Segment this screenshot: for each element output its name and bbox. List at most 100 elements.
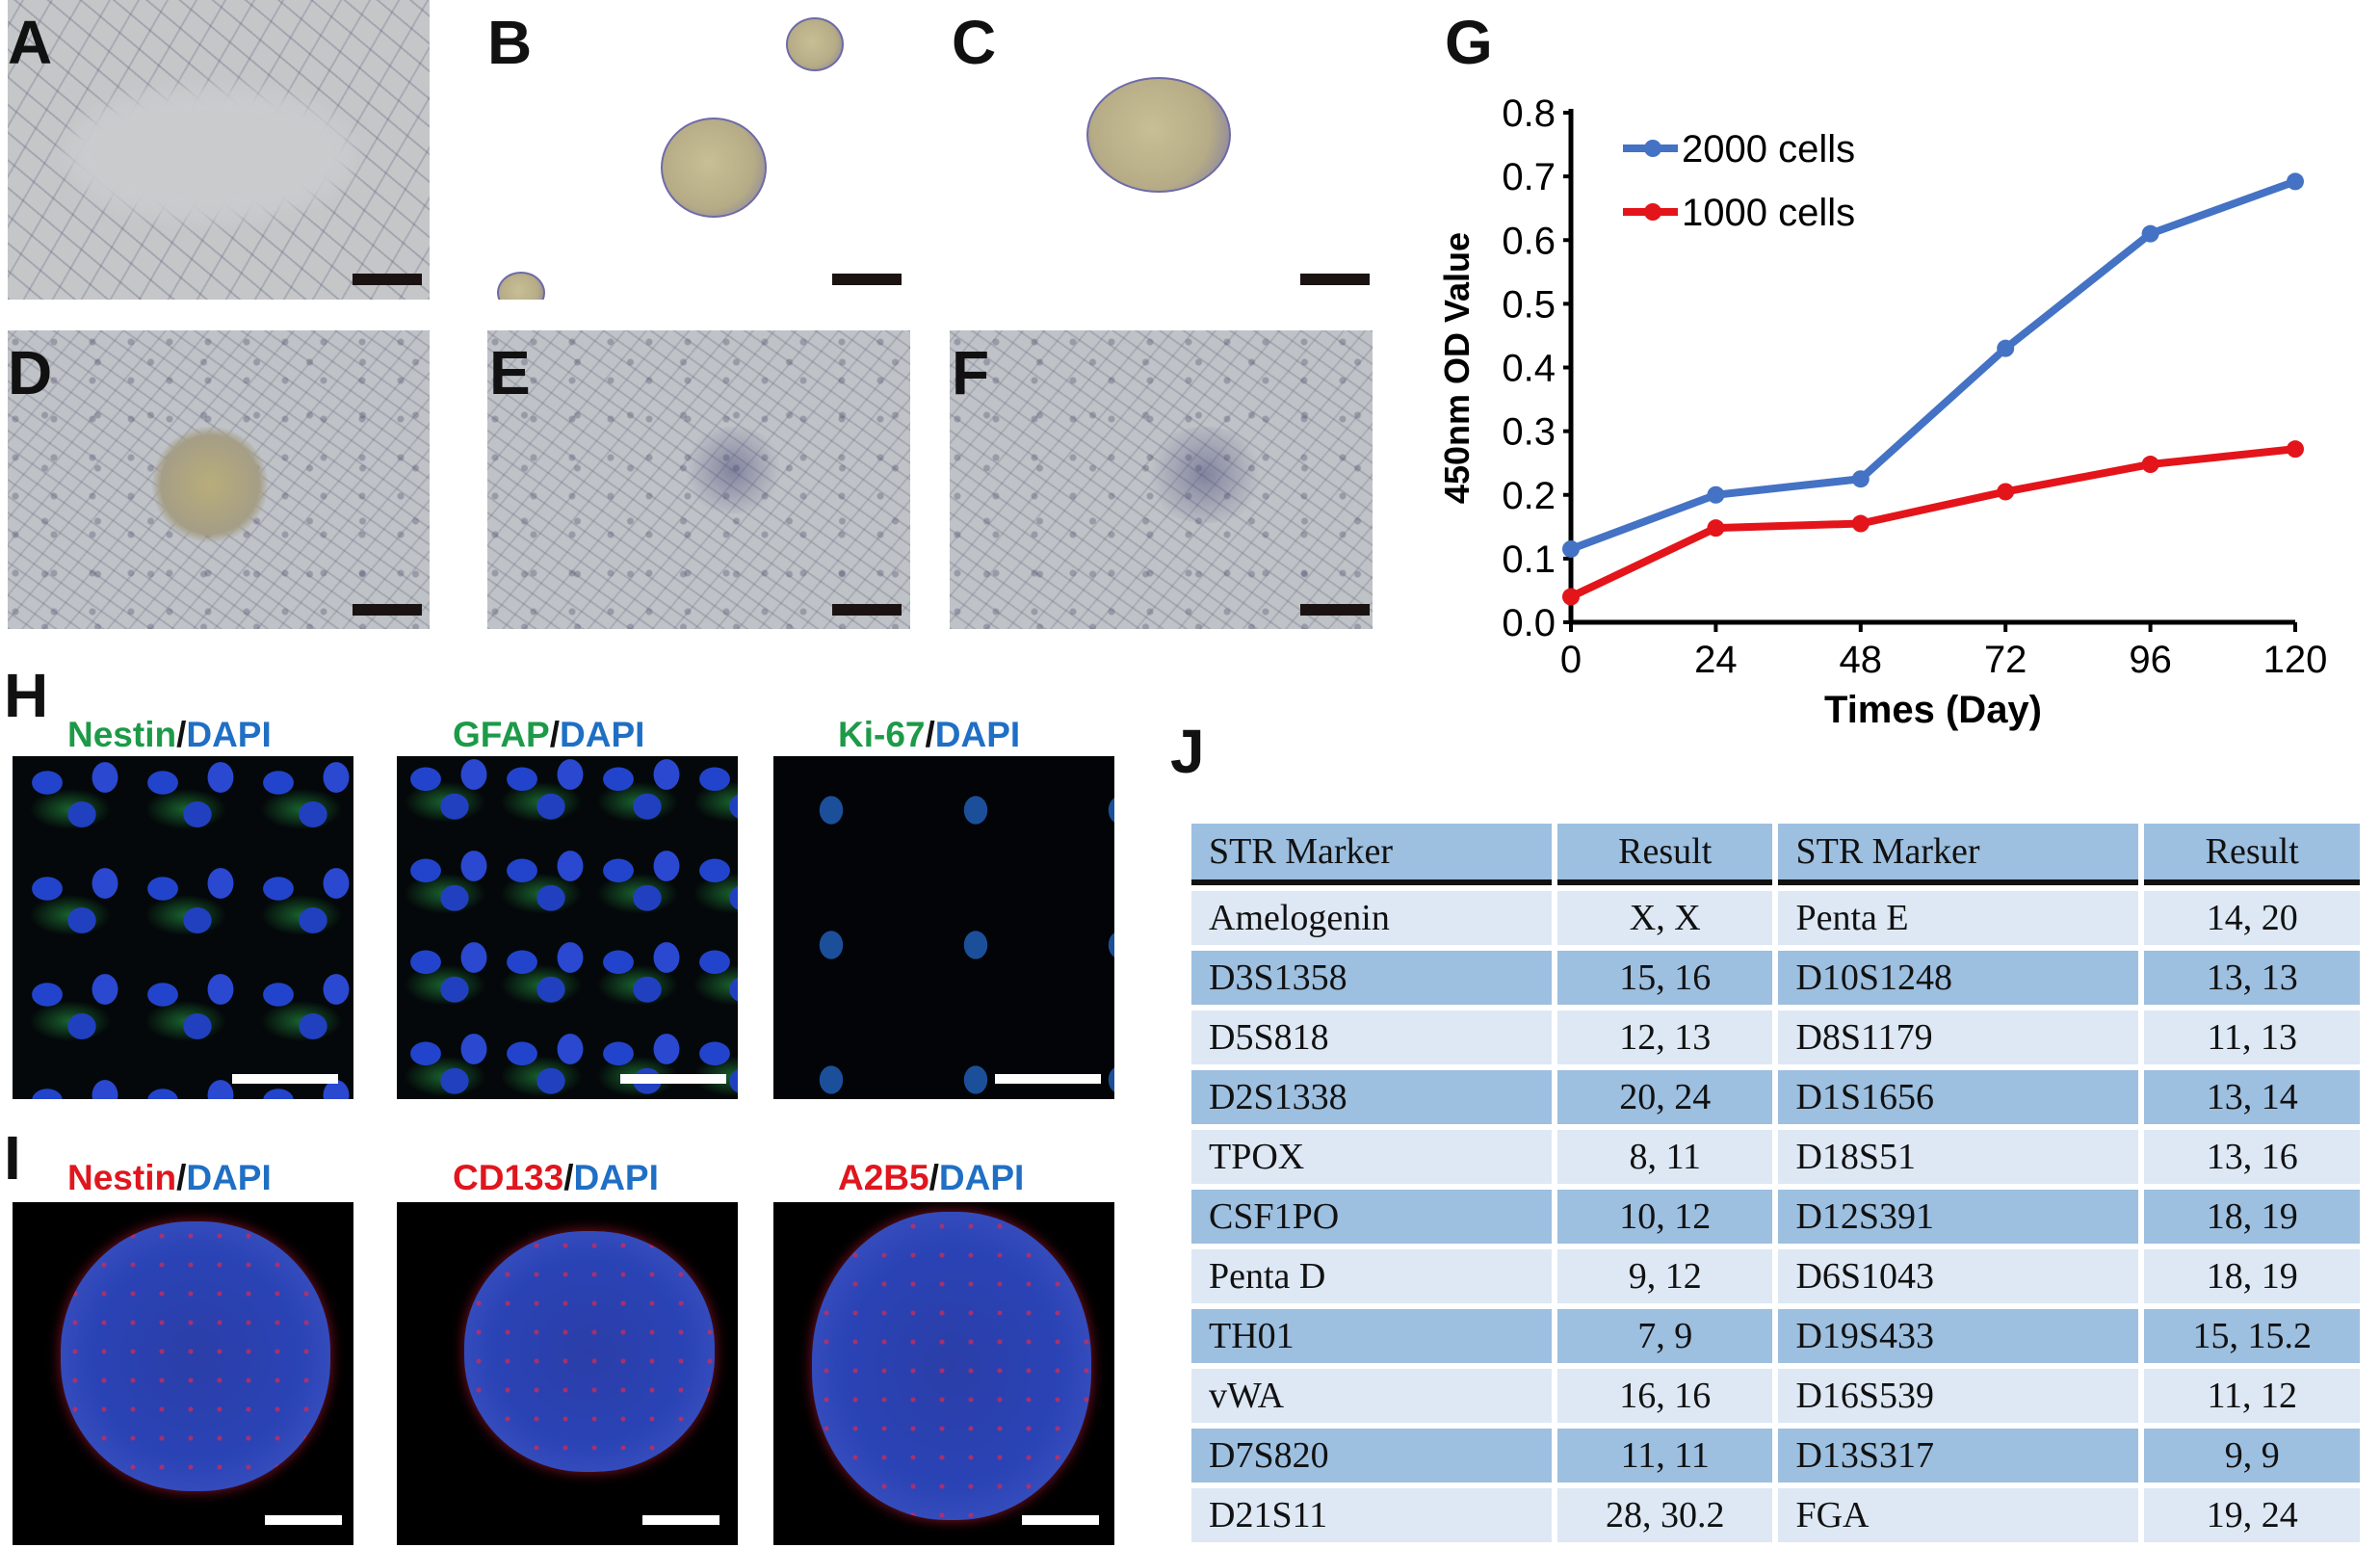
panel-label-e: E bbox=[489, 338, 531, 407]
legend-label: 1000 cells bbox=[1682, 192, 1855, 234]
data-point bbox=[1562, 588, 1580, 606]
stain-marker: Nestin bbox=[67, 1158, 177, 1197]
x-axis-label: Times (Day) bbox=[1824, 689, 2042, 731]
table-row: D2S1338 20, 24 D1S1656 13, 14 bbox=[1191, 1070, 2360, 1124]
result-cell: 11, 13 bbox=[2144, 1010, 2360, 1064]
stain-sep: / bbox=[176, 1158, 187, 1197]
marker-cell: Amelogenin bbox=[1191, 891, 1552, 945]
marker-cell: D12S391 bbox=[1778, 1190, 2139, 1244]
result-cell: 15, 16 bbox=[1557, 951, 1773, 1005]
panel-d-image bbox=[8, 330, 430, 629]
panel-label-g: G bbox=[1445, 8, 1493, 77]
stain-stain: DAPI bbox=[934, 715, 1021, 754]
result-cell: 28, 30.2 bbox=[1557, 1488, 1773, 1542]
scale-bar bbox=[353, 274, 422, 285]
scale-bar bbox=[832, 604, 902, 616]
marker-cell: D1S1656 bbox=[1778, 1070, 2139, 1124]
stain-title: A2B5/DAPI bbox=[838, 1158, 1024, 1198]
y-tick-label: 0.0 bbox=[1502, 602, 1556, 644]
result-cell: 18, 19 bbox=[2144, 1190, 2360, 1244]
panel-label-h: H bbox=[4, 661, 49, 730]
table-header-row: STR Marker Result STR Marker Result bbox=[1191, 824, 2360, 885]
result-cell: 13, 16 bbox=[2144, 1130, 2360, 1184]
panel-b-image bbox=[487, 0, 910, 300]
scale-bar bbox=[1300, 274, 1370, 285]
scale-bar bbox=[832, 274, 902, 285]
legend-marker bbox=[1644, 140, 1661, 157]
data-point bbox=[2141, 456, 2159, 474]
y-axis-label: 450nm OD Value bbox=[1437, 232, 1477, 504]
data-point bbox=[2287, 172, 2304, 191]
stain-marker: Nestin bbox=[67, 715, 177, 754]
y-tick-label: 0.7 bbox=[1502, 156, 1556, 198]
result-cell: 20, 24 bbox=[1557, 1070, 1773, 1124]
stain-title: Nestin/DAPI bbox=[67, 715, 272, 755]
y-tick-label: 0.2 bbox=[1502, 475, 1556, 517]
series-line bbox=[1569, 445, 2296, 601]
result-cell: 8, 11 bbox=[1557, 1130, 1773, 1184]
panel-label-a: A bbox=[8, 8, 53, 77]
result-cell: 19, 24 bbox=[2144, 1488, 2360, 1542]
result-cell: X, X bbox=[1557, 891, 1773, 945]
marker-cell: D13S317 bbox=[1778, 1429, 2139, 1482]
y-tick-label: 0.3 bbox=[1502, 411, 1556, 454]
marker-cell: Penta D bbox=[1191, 1249, 1552, 1303]
result-cell: 9, 9 bbox=[2144, 1429, 2360, 1482]
scale-bar bbox=[353, 604, 422, 616]
series-line bbox=[1569, 177, 2297, 553]
result-cell: 18, 19 bbox=[2144, 1249, 2360, 1303]
panel-h-gfap-image bbox=[397, 756, 738, 1099]
stain-sep: / bbox=[928, 1158, 939, 1197]
result-cell: 12, 13 bbox=[1557, 1010, 1773, 1064]
result-cell: 9, 12 bbox=[1557, 1249, 1773, 1303]
table-row: Amelogenin X, X Penta E 14, 20 bbox=[1191, 891, 2360, 945]
table-row: vWA 16, 16 D16S539 11, 12 bbox=[1191, 1369, 2360, 1423]
x-tick-label: 72 bbox=[1984, 639, 2027, 681]
marker-cell: D3S1358 bbox=[1191, 951, 1552, 1005]
panel-label-j: J bbox=[1170, 717, 1205, 786]
x-tick-label: 48 bbox=[1840, 639, 1883, 681]
table-row: TH01 7, 9 D19S433 15, 15.2 bbox=[1191, 1309, 2360, 1363]
stain-title: GFAP/DAPI bbox=[453, 715, 644, 755]
stain-marker: Ki-67 bbox=[838, 715, 926, 754]
stain-sep: / bbox=[925, 715, 935, 754]
marker-cell: Penta E bbox=[1778, 891, 2139, 945]
result-cell: 15, 15.2 bbox=[2144, 1309, 2360, 1363]
stain-marker: A2B5 bbox=[838, 1158, 929, 1197]
table-row: CSF1PO 10, 12 D12S391 18, 19 bbox=[1191, 1190, 2360, 1244]
data-point bbox=[2141, 224, 2159, 243]
marker-cell: D2S1338 bbox=[1191, 1070, 1552, 1124]
marker-cell: D16S539 bbox=[1778, 1369, 2139, 1423]
panel-i-cd133-image bbox=[397, 1202, 738, 1545]
table-row: Penta D 9, 12 D6S1043 18, 19 bbox=[1191, 1249, 2360, 1303]
str-table: STR Marker Result STR Marker Result Amel… bbox=[1186, 818, 2366, 1548]
data-point bbox=[1562, 539, 1580, 558]
stain-stain: DAPI bbox=[938, 1158, 1025, 1197]
col-header: STR Marker bbox=[1191, 824, 1552, 885]
stain-title: Nestin/DAPI bbox=[67, 1158, 272, 1198]
marker-cell: D5S818 bbox=[1191, 1010, 1552, 1064]
marker-cell: D6S1043 bbox=[1778, 1249, 2139, 1303]
y-tick-label: 0.8 bbox=[1502, 92, 1556, 135]
stain-title: Ki-67/DAPI bbox=[838, 715, 1020, 755]
x-tick-label: 24 bbox=[1694, 639, 1738, 681]
panel-i-a2b5-image bbox=[773, 1202, 1114, 1545]
table-row: D21S11 28, 30.2 FGA 19, 24 bbox=[1191, 1488, 2360, 1542]
stain-marker: GFAP bbox=[453, 715, 550, 754]
marker-cell: D8S1179 bbox=[1778, 1010, 2139, 1064]
panel-h-nestin-image bbox=[13, 756, 353, 1099]
stain-sep: / bbox=[563, 1158, 574, 1197]
panel-f-image bbox=[950, 330, 1373, 629]
y-tick-label: 0.4 bbox=[1502, 348, 1556, 390]
marker-cell: CSF1PO bbox=[1191, 1190, 1552, 1244]
result-cell: 7, 9 bbox=[1557, 1309, 1773, 1363]
data-point bbox=[1997, 483, 2015, 501]
x-tick-label: 0 bbox=[1560, 639, 1582, 681]
panel-label-b: B bbox=[487, 8, 533, 77]
marker-cell: vWA bbox=[1191, 1369, 1552, 1423]
x-tick-label: 96 bbox=[2129, 639, 2172, 681]
table-row: TPOX 8, 11 D18S51 13, 16 bbox=[1191, 1130, 2360, 1184]
data-point bbox=[1851, 514, 1870, 533]
marker-cell: D18S51 bbox=[1778, 1130, 2139, 1184]
table-row: D3S1358 15, 16 D10S1248 13, 13 bbox=[1191, 951, 2360, 1005]
